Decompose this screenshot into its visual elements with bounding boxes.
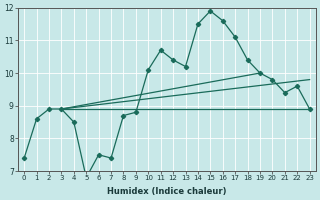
X-axis label: Humidex (Indice chaleur): Humidex (Indice chaleur) bbox=[107, 187, 227, 196]
